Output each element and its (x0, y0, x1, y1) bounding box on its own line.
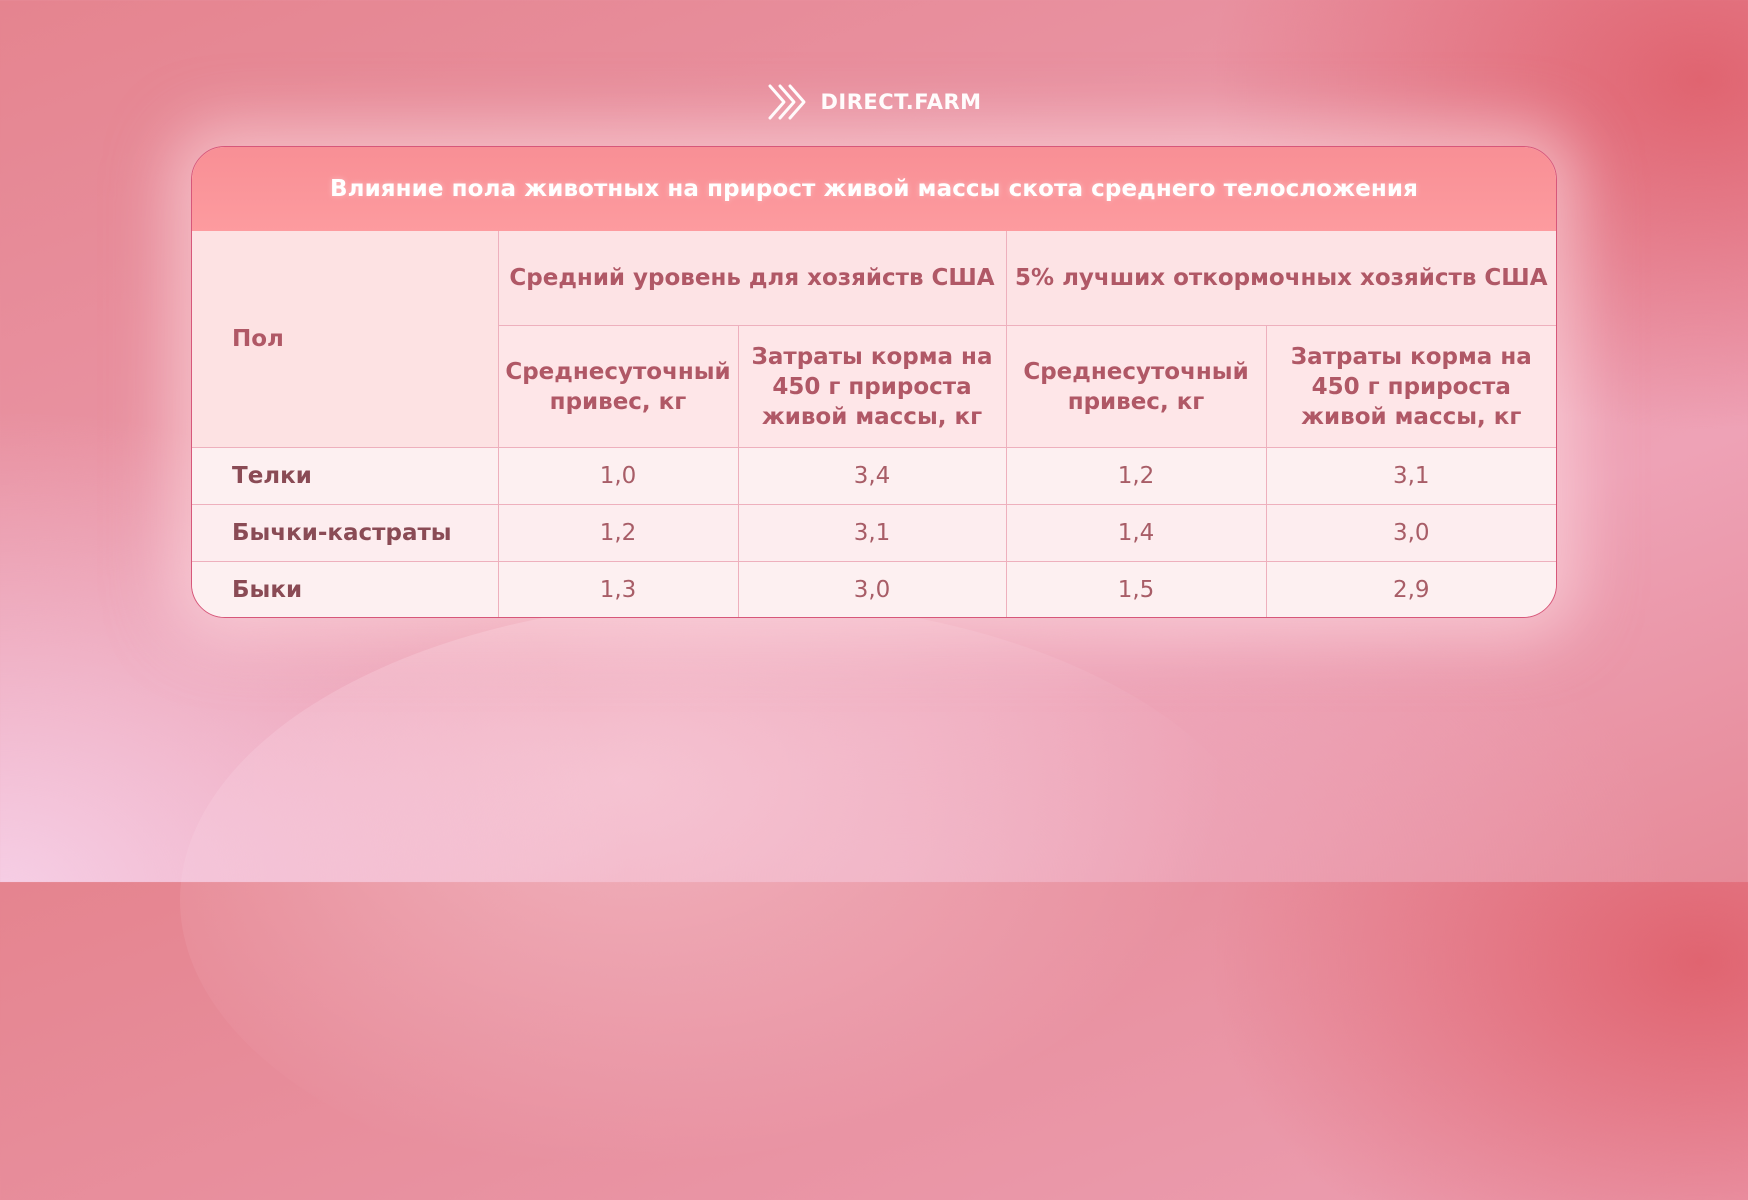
header-group-us-average: Средний уровень для хозяйств США (497, 231, 1007, 326)
table-card: Влияние пола животных на прирост живой м… (191, 146, 1557, 618)
table-cell: 1,5 (1005, 561, 1267, 617)
row-label: Телки (192, 447, 499, 505)
table-cell: 2,9 (1265, 561, 1556, 617)
header-feed-cost-avg: Затраты корма на 450 г прироста живой ма… (737, 325, 1007, 448)
table-title: Влияние пола животных на прирост живой м… (192, 147, 1556, 231)
table-cell: 1,2 (497, 504, 739, 562)
table-cell: 3,1 (737, 504, 1007, 562)
table-cell: 1,3 (497, 561, 739, 617)
table-row: Бычки-кастраты 1,2 3,1 1,4 3,0 (192, 504, 1556, 562)
brand-logo: DIRECT.FARM (0, 80, 1748, 124)
table-cell: 3,0 (1265, 504, 1556, 562)
chevrons-icon (768, 84, 806, 120)
table-row: Телки 1,0 3,4 1,2 3,1 (192, 447, 1556, 505)
data-table: Пол Средний уровень для хозяйств США 5% … (192, 231, 1556, 617)
table-cell: 1,4 (1005, 504, 1267, 562)
table-row: Быки 1,3 3,0 1,5 2,9 (192, 561, 1556, 617)
header-row-label: Пол (192, 231, 499, 448)
brand-name: DIRECT.FARM (820, 90, 982, 114)
header-daily-gain-avg: Среднесуточный привес, кг (498, 325, 739, 448)
table-cell: 1,0 (497, 447, 739, 505)
row-label: Бычки-кастраты (192, 504, 499, 562)
row-label: Быки (192, 561, 499, 617)
table-cell: 3,0 (737, 561, 1007, 617)
background-swirl (180, 600, 1280, 1200)
header-group-top-5-percent: 5% лучших откормочных хозяйств США (1005, 231, 1556, 326)
table-cell: 3,1 (1265, 447, 1556, 505)
header-daily-gain-top: Среднесуточный привес, кг (1005, 325, 1267, 448)
header-feed-cost-top: Затраты корма на 450 г прироста живой ма… (1265, 325, 1556, 448)
table-cell: 3,4 (737, 447, 1007, 505)
table-cell: 1,2 (1005, 447, 1267, 505)
